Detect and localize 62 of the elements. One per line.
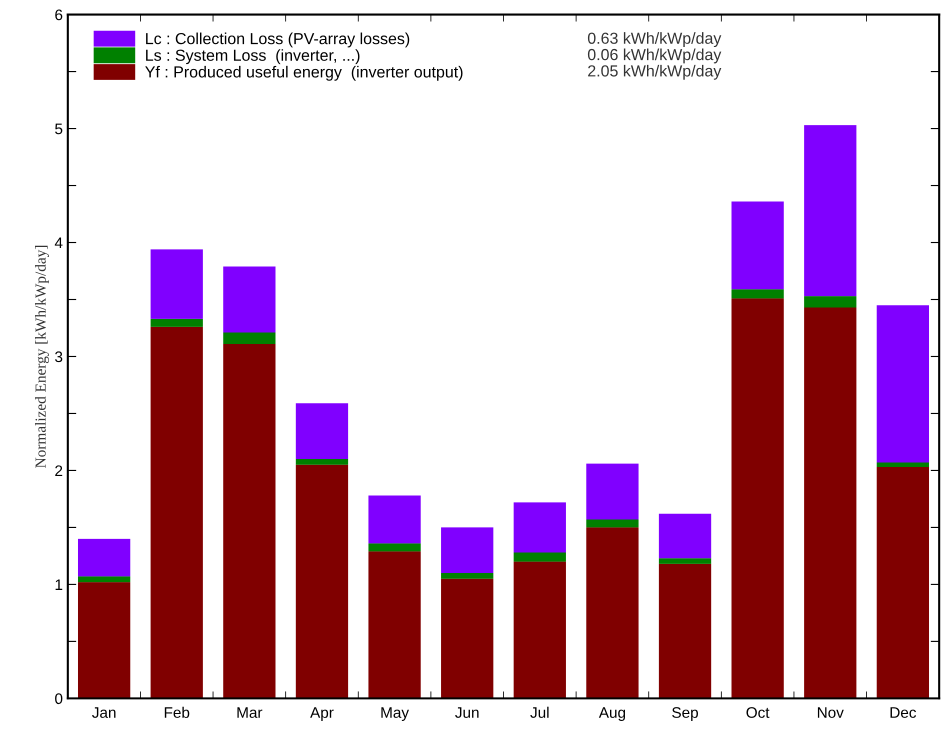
x-tick-label: Jan (92, 707, 116, 718)
bar (586, 527, 639, 698)
x-tick-label: Aug (598, 707, 626, 721)
x-tick-label: Nov (818, 707, 844, 718)
x-tick-label: Feb (164, 706, 190, 718)
x-tick-label: Mar (237, 707, 262, 718)
bar (732, 298, 784, 698)
y-tick-label: 6 (55, 9, 62, 20)
x-tick-label: Apr (310, 707, 334, 721)
y-tick-label: 5 (55, 124, 62, 134)
annotation: 2.05 kWh/kWp/day (588, 64, 722, 80)
y-tick-label: 0 (55, 693, 62, 704)
annotation: 0.06 kWh/kWp/day (588, 48, 722, 64)
x-tick-label: Dec (890, 707, 916, 718)
bar (78, 582, 130, 698)
bar (150, 318, 203, 327)
bar (876, 305, 930, 462)
bar (223, 344, 276, 698)
y-tick-label: 3 (55, 351, 62, 362)
legend-label: Lc : Collection Loss (PV-array losses) (146, 32, 410, 48)
bar (441, 578, 494, 698)
bar (150, 326, 203, 698)
x-tick-label: Oct (746, 707, 770, 718)
bar (78, 538, 130, 576)
bar (658, 558, 712, 564)
bar (78, 576, 130, 582)
bar (514, 562, 566, 698)
bar (223, 332, 276, 344)
bar (658, 564, 712, 698)
bar (368, 551, 421, 698)
bar (732, 289, 784, 298)
bar (514, 552, 566, 562)
legend-label: Yf : Produced useful energy (inverter output) (145, 66, 463, 81)
bar (732, 201, 784, 290)
y-axis-title: Normalized Energy [kWh/kWp/day] (35, 246, 49, 468)
bar (150, 249, 203, 319)
bar (368, 543, 421, 552)
bar (296, 459, 348, 465)
annotation: 0.63 kWh/kWp/day (588, 32, 722, 48)
bar (223, 266, 276, 333)
legend-label: Ls : System Loss (inverter, ...) (146, 49, 360, 64)
bar (804, 296, 856, 308)
bar (804, 307, 856, 698)
x-tick-label: Sep (672, 707, 698, 721)
x-tick-label: Jul (530, 706, 549, 718)
bar (658, 514, 712, 558)
bar (514, 502, 566, 553)
bar (296, 464, 348, 698)
y-tick-label: 1 (56, 579, 62, 590)
x-tick-label: May (381, 707, 409, 721)
bar (296, 403, 348, 460)
bar (368, 496, 421, 544)
bar (876, 467, 930, 698)
x-tick-label: Jun (455, 707, 479, 718)
bar (876, 462, 930, 468)
bar (586, 519, 639, 528)
y-tick-label: 2 (55, 465, 62, 476)
bar (804, 125, 856, 296)
y-tick-label: 4 (54, 238, 63, 248)
bar (586, 464, 639, 520)
bar (441, 527, 494, 574)
bar (441, 573, 494, 579)
